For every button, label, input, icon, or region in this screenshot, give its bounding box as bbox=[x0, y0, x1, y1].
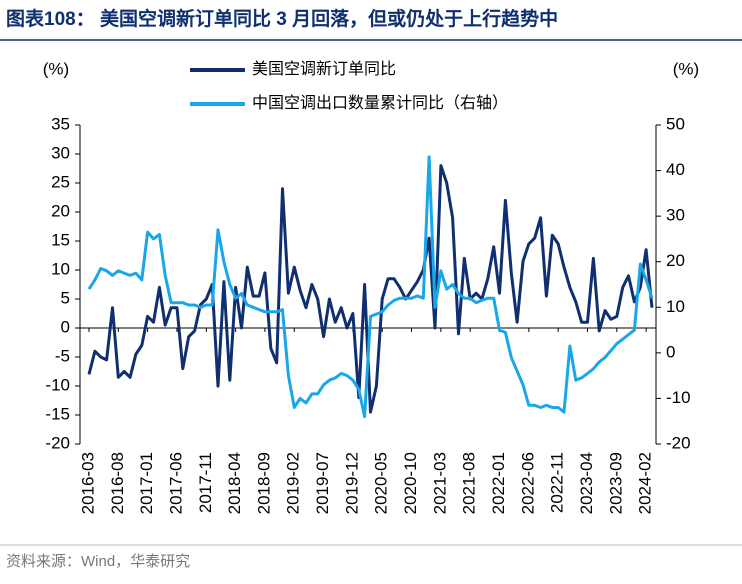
y-tick-label: -20 bbox=[45, 433, 70, 452]
y2-tick-label: 10 bbox=[666, 297, 685, 316]
y-axis-label: (%) bbox=[43, 59, 69, 78]
y2-tick-label: 40 bbox=[666, 160, 685, 179]
x-tick-label: 2020-10 bbox=[401, 452, 420, 514]
y2-tick-label: 20 bbox=[666, 251, 685, 270]
x-tick-label: 2021-03 bbox=[430, 452, 449, 514]
y-tick-label: -15 bbox=[45, 404, 70, 423]
legend-label: 美国空调新订单同比 bbox=[252, 60, 396, 78]
y-tick-label: 15 bbox=[51, 230, 70, 249]
y-tick-label: -10 bbox=[45, 375, 70, 394]
x-tick-label: 2024-02 bbox=[636, 452, 655, 514]
x-tick-label: 2020-05 bbox=[372, 452, 391, 514]
y2-tick-label: 50 bbox=[666, 114, 685, 133]
y-tick-label: 20 bbox=[51, 201, 70, 220]
series-line bbox=[87, 164, 654, 414]
x-tick-label: 2023-04 bbox=[577, 452, 596, 514]
y2-tick-label: 30 bbox=[666, 206, 685, 225]
x-tick-label: 2017-11 bbox=[196, 452, 215, 513]
y-tick-label: 0 bbox=[61, 317, 70, 336]
x-tick-label: 2018-09 bbox=[254, 452, 273, 514]
x-tick-label: 2017-06 bbox=[166, 452, 185, 514]
x-tick-label: 2018-04 bbox=[225, 452, 244, 514]
y-tick-label: 30 bbox=[51, 143, 70, 162]
x-tick-label: 2019-02 bbox=[284, 452, 303, 514]
y-tick-label: 5 bbox=[61, 288, 70, 307]
y-tick-label: 25 bbox=[51, 172, 70, 191]
x-tick-label: 2022-01 bbox=[489, 452, 508, 514]
x-tick-label: 2021-08 bbox=[460, 452, 479, 514]
x-tick-label: 2016-03 bbox=[78, 452, 97, 514]
series-line bbox=[87, 155, 654, 419]
chart-title: 图表108： 美国空调新订单同比 3 月回落，但或仍处于上行趋势中 bbox=[6, 7, 558, 30]
x-tick-label: 2017-01 bbox=[137, 452, 156, 514]
x-tick-label: 2022-06 bbox=[518, 452, 537, 514]
x-tick-label: 2019-12 bbox=[342, 452, 361, 514]
x-tick-label: 2019-07 bbox=[313, 452, 332, 514]
x-tick-label: 2016-08 bbox=[108, 452, 127, 514]
y2-tick-label: -10 bbox=[666, 388, 691, 407]
y-tick-label: -5 bbox=[55, 346, 70, 365]
y2-tick-label: -20 bbox=[666, 433, 691, 452]
x-tick-label: 2022-11 bbox=[548, 452, 567, 513]
y-tick-label: 10 bbox=[51, 259, 70, 278]
legend-label: 中国空调出口数量累计同比（右轴） bbox=[252, 94, 508, 112]
x-tick-label: 2023-09 bbox=[606, 452, 625, 514]
y2-tick-label: 0 bbox=[666, 342, 675, 361]
y-tick-label: 35 bbox=[51, 114, 70, 133]
y2-axis-label: (%) bbox=[673, 59, 699, 78]
source: 资料来源：Wind，华泰研究 bbox=[6, 553, 190, 570]
